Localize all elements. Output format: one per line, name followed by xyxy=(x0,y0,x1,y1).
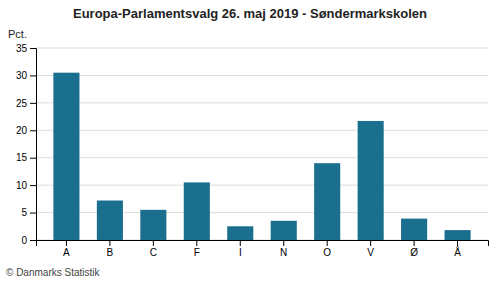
bar xyxy=(97,201,123,240)
x-tick-label: O xyxy=(323,247,331,258)
x-tick: Ø xyxy=(410,240,418,258)
x-tick: B xyxy=(107,240,114,258)
bar xyxy=(314,163,340,240)
x-tick: I xyxy=(239,240,242,258)
x-tick-mark xyxy=(240,240,241,246)
grid-line xyxy=(36,157,488,158)
grid-line xyxy=(36,185,488,186)
x-tick-mark xyxy=(153,240,154,246)
x-tick-label: V xyxy=(367,247,374,258)
bar xyxy=(358,121,384,240)
y-tick-mark xyxy=(30,185,36,186)
y-tick-label: 0 xyxy=(21,235,27,246)
y-tick-label: 25 xyxy=(16,98,28,109)
y-tick: 25 xyxy=(16,98,36,109)
x-tick-mark xyxy=(66,240,67,246)
x-tick-mark xyxy=(196,240,197,246)
x-tick: C xyxy=(150,240,157,258)
y-tick-mark xyxy=(30,240,36,241)
x-tick-label: C xyxy=(150,247,157,258)
y-tick: 20 xyxy=(16,125,36,136)
footer: © Danmarks Statistik xyxy=(6,267,101,278)
x-tick-label: Ø xyxy=(410,247,418,258)
y-tick-label: 5 xyxy=(21,207,27,218)
x-tick: Å xyxy=(454,240,461,258)
x-tick: N xyxy=(280,240,287,258)
x-tick-label: N xyxy=(280,247,287,258)
bar xyxy=(445,230,471,240)
x-tick-mark xyxy=(283,240,284,246)
y-tick: 30 xyxy=(16,70,36,81)
x-tick-label: A xyxy=(63,247,70,258)
grid-line xyxy=(36,102,488,103)
y-tick-label: 15 xyxy=(16,152,28,163)
x-tick-mark xyxy=(109,240,110,246)
x-tick: V xyxy=(367,240,374,258)
y-tick: 5 xyxy=(21,207,36,218)
x-tick-label: I xyxy=(239,247,242,258)
bar xyxy=(140,210,166,240)
y-axis-title: Pct. xyxy=(8,28,27,40)
grid-line xyxy=(36,130,488,131)
y-tick-label: 20 xyxy=(16,125,28,136)
y-axis-line xyxy=(30,49,37,241)
y-tick-mark xyxy=(30,213,36,214)
y-tick: 0 xyxy=(21,235,36,246)
grid-line xyxy=(36,75,488,76)
bar xyxy=(401,219,427,240)
x-tick-label: F xyxy=(194,247,200,258)
y-tick-mark xyxy=(30,103,36,104)
x-tick-mark xyxy=(414,240,415,246)
y-axis: 0 5 10 15 20 25 30 35 xyxy=(16,43,37,246)
y-tick: 10 xyxy=(16,180,36,191)
bar xyxy=(184,182,210,240)
y-tick-label: 30 xyxy=(16,70,28,81)
y-tick-label: 35 xyxy=(16,43,28,54)
title: Europa-Parlamentsvalg 26. maj 2019 - Søn… xyxy=(73,6,427,21)
bars xyxy=(53,73,470,240)
y-tick-mark xyxy=(30,130,36,131)
chart: Europa-Parlamentsvalg 26. maj 2019 - Søn… xyxy=(0,0,500,282)
y-tick: 15 xyxy=(16,152,36,163)
x-tick: F xyxy=(194,240,200,258)
bar xyxy=(271,221,297,240)
grid xyxy=(36,48,488,240)
x-tick-mark xyxy=(327,240,328,246)
grid-line xyxy=(36,48,488,49)
y-tick-mark xyxy=(30,158,36,159)
x-tick: A xyxy=(63,240,70,258)
y-tick-mark xyxy=(30,48,36,49)
y-tick-label: 10 xyxy=(16,180,28,191)
x-tick-label: Å xyxy=(454,246,461,258)
bar xyxy=(227,226,253,240)
bar xyxy=(53,73,79,240)
x-axis-line xyxy=(37,241,489,247)
y-tick-mark xyxy=(30,75,36,76)
x-tick: O xyxy=(323,240,331,258)
x-axis: ABCFINOVØÅ xyxy=(37,240,489,258)
plot-area: 0 5 10 15 20 25 30 35 A B C F I N O V Ø Å xyxy=(16,43,489,258)
x-tick-label: B xyxy=(107,247,114,258)
x-tick-mark xyxy=(457,240,458,246)
x-tick-mark xyxy=(370,240,371,246)
y-tick: 35 xyxy=(16,43,36,54)
